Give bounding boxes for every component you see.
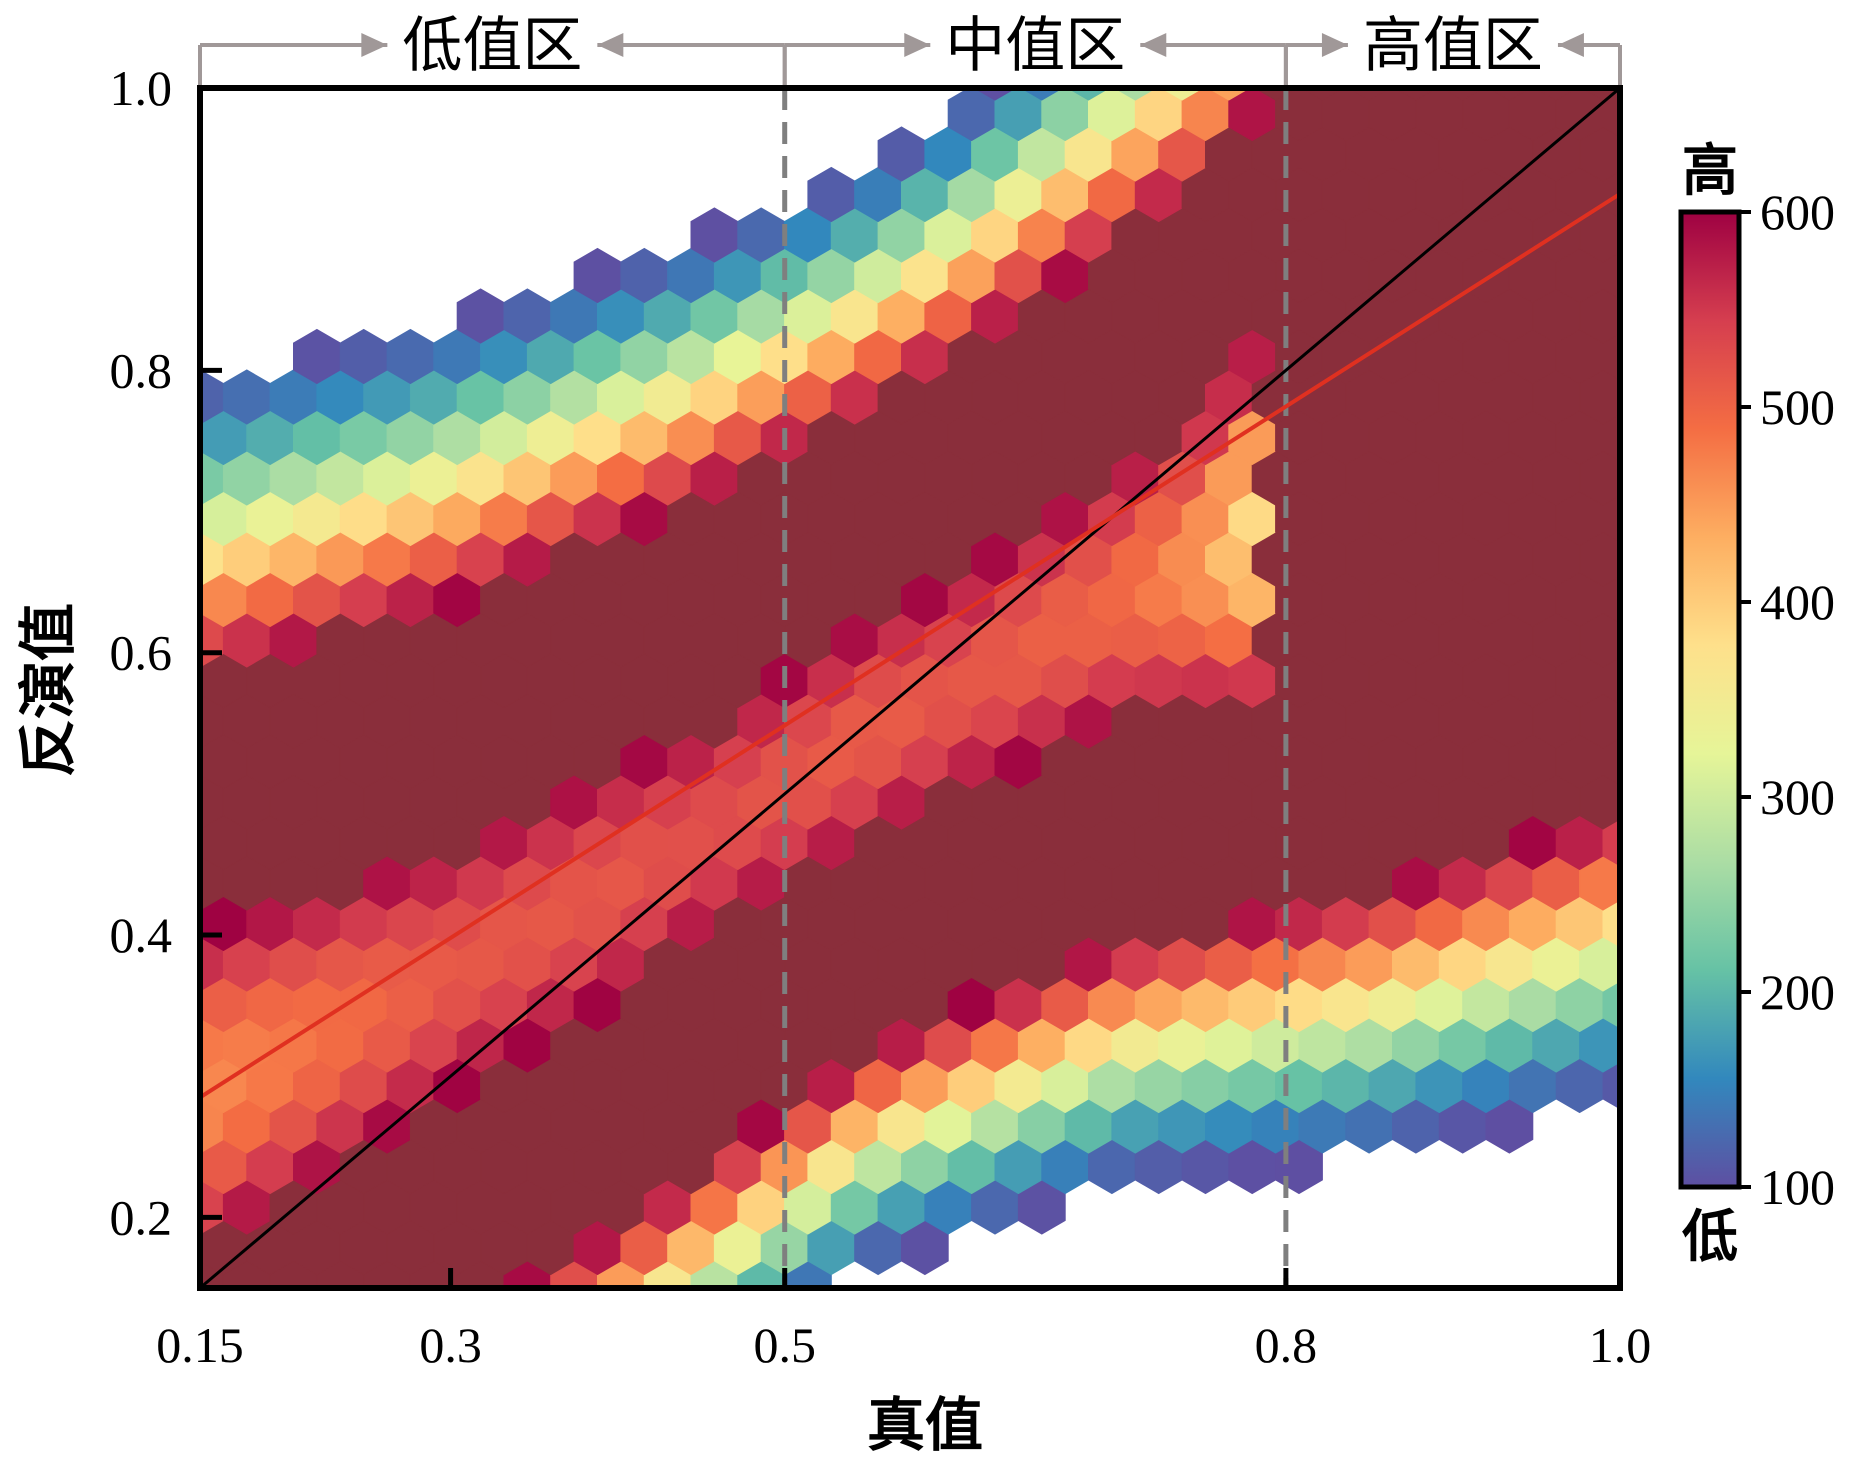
hex-bin: [1626, 532, 1673, 586]
x-tick-label: 0.8: [1255, 1317, 1318, 1373]
hex-bin: [1602, 818, 1620, 867]
hex-bin: [1626, 937, 1673, 991]
x-tick-label: 0.15: [156, 1317, 244, 1373]
colorbar-top-label: 高: [1682, 141, 1738, 203]
hex-bin: [1602, 170, 1620, 219]
colorbar-tick-label: 200: [1760, 964, 1835, 1020]
x-tick-label: 0.5: [753, 1317, 816, 1373]
hex-bin: [1626, 613, 1673, 667]
x-axis-title: 真值: [867, 1393, 983, 1457]
hex-bin: [1626, 127, 1673, 181]
hex-bin: [1602, 251, 1620, 300]
hexbin-layer: [200, 46, 1673, 1288]
one-to-one-line: [200, 88, 1620, 1288]
hex-bin: [1602, 494, 1620, 543]
hex-bin: [1626, 856, 1673, 910]
hex-bin: [1602, 899, 1620, 948]
hex-bin: [1602, 980, 1620, 1029]
region-annotations: 低值区 中值区 高值区: [198, 13, 1622, 85]
y-tick-label: 1.0: [110, 60, 173, 116]
region-label: 低值区: [402, 13, 582, 79]
hex-bin: [1602, 656, 1620, 705]
x-axis: 0.15 0.3 0.5 0.8 1.0: [156, 1268, 1651, 1373]
hex-bin: [1602, 332, 1620, 381]
colorbar-gradient: [1678, 209, 1742, 1190]
region-arrow-left-head: [1557, 33, 1584, 57]
y-tick-label: 0.6: [110, 625, 173, 681]
y-axis: 0.2 0.4 0.6 0.8 1.0: [110, 60, 222, 1245]
region-arrow-left-head: [597, 33, 624, 57]
hex-bin: [1626, 289, 1673, 343]
region-arrow-right-head: [904, 33, 931, 57]
colorbar: 高 低 100 200 300 400 500 600: [1678, 141, 1835, 1269]
hex-bin: [1602, 737, 1620, 786]
hex-bin: [1626, 775, 1673, 829]
hex-bin: [1626, 208, 1673, 262]
region-label: 中值区: [945, 13, 1125, 79]
region-arrow-right-head: [361, 33, 388, 57]
region-arrow-left-head: [1140, 33, 1167, 57]
y-tick-label: 0.4: [110, 907, 173, 963]
region-label: 高值区: [1363, 13, 1543, 79]
hex-bin: [1626, 451, 1673, 505]
x-tick-label: 1.0: [1589, 1317, 1652, 1373]
colorbar-tick-label: 100: [1760, 1159, 1835, 1215]
y-axis-title: 反演值: [16, 603, 81, 777]
fit-line: [200, 192, 1620, 1100]
colorbar-tick-label: 600: [1760, 184, 1835, 240]
hex-bin: [1626, 1018, 1673, 1072]
region-boundary-lines: [782, 88, 1289, 1288]
colorbar-tick-label: 400: [1760, 574, 1835, 630]
region-arrow-right-head: [1321, 33, 1348, 57]
hex-bin: [1626, 370, 1673, 424]
hex-bin: [1602, 413, 1620, 462]
colorbar-ticks: 100 200 300 400 500 600: [1739, 184, 1835, 1215]
hex-bin: [1602, 575, 1620, 624]
colorbar-bottom-label: 低: [1682, 1207, 1738, 1269]
x-tick-label: 0.3: [419, 1317, 482, 1373]
hex-bin: [1602, 1061, 1620, 1110]
plot-frame: [197, 85, 1623, 1291]
regression-lines: [200, 88, 1620, 1288]
colorbar-tick-label: 500: [1760, 379, 1835, 435]
hex-bin: [1626, 46, 1673, 100]
y-tick-label: 0.8: [110, 342, 173, 398]
colorbar-tick-label: 300: [1760, 769, 1835, 825]
y-tick-label: 0.2: [110, 1189, 173, 1245]
hex-bin: [1626, 694, 1673, 748]
hex-bin: [1602, 89, 1620, 138]
